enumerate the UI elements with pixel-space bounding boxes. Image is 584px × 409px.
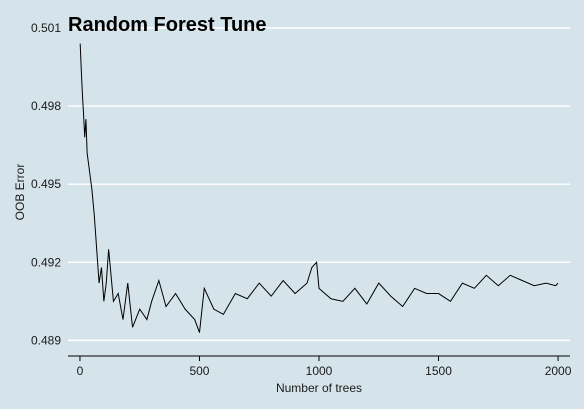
y-tick-label: 0.498 [31, 99, 61, 113]
x-tick-label: 1000 [306, 364, 333, 378]
x-tick-label: 0 [77, 364, 84, 378]
y-tick-label: 0.495 [31, 177, 61, 191]
y-tick-label: 0.501 [31, 21, 61, 35]
x-tick-label: 500 [189, 364, 209, 378]
x-axis-ticks: 0 500 1000 1500 2000 [77, 356, 572, 378]
chart-title: Random Forest Tune [68, 14, 267, 36]
y-tick-label: 0.492 [31, 255, 61, 269]
y-axis-label: OOB Error [13, 164, 27, 221]
grid-lines [68, 27, 570, 342]
y-tick-label: 0.489 [31, 333, 61, 347]
series-line [79, 43, 559, 333]
x-axis-label: Number of trees [276, 381, 362, 395]
x-tick-label: 1500 [425, 364, 452, 378]
y-axis-ticks: 0.489 0.492 0.495 0.498 0.501 [31, 21, 61, 347]
x-tick-label: 2000 [545, 364, 572, 378]
